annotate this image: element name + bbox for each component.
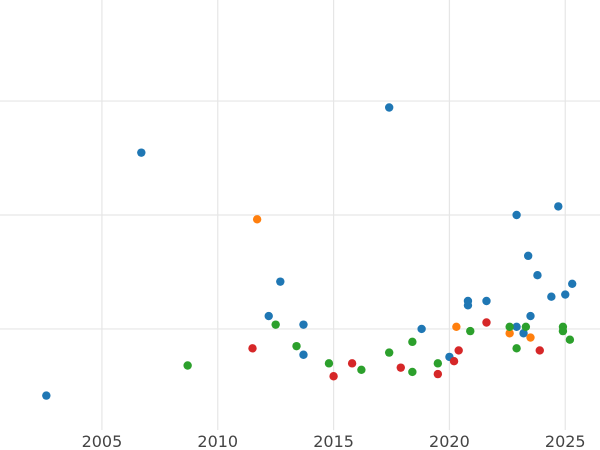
- x-tick-label-2015: 2015: [313, 432, 354, 450]
- grid-layer: [0, 0, 600, 430]
- data-point-green-3: [324, 359, 334, 368]
- data-point-blue-20: [561, 290, 570, 299]
- data-point-red-4: [433, 369, 443, 379]
- data-point-green-12: [521, 322, 531, 331]
- data-point-blue-2: [264, 311, 273, 321]
- data-point-green-11: [512, 344, 521, 353]
- data-point-green-0: [183, 361, 192, 370]
- data-point-blue-21: [568, 279, 577, 288]
- data-point-green-1: [271, 320, 280, 329]
- data-point-red-5: [449, 357, 459, 366]
- data-point-green-6: [408, 367, 417, 377]
- data-point-green-15: [565, 335, 575, 344]
- data-point-blue-7: [417, 324, 426, 334]
- data-point-red-6: [454, 346, 463, 355]
- data-point-green-4: [357, 365, 366, 374]
- data-point-blue-14: [533, 271, 542, 280]
- data-point-orange-1: [452, 322, 461, 331]
- data-point-blue-12: [512, 210, 521, 220]
- data-point-blue-3: [276, 277, 285, 286]
- data-point-blue-1: [137, 148, 146, 157]
- data-point-blue-11: [482, 296, 491, 306]
- data-point-blue-5: [299, 350, 308, 359]
- data-point-red-3: [396, 363, 405, 372]
- x-tick-label-2025: 2025: [545, 432, 586, 450]
- data-point-green-7: [408, 337, 417, 347]
- data-point-red-8: [535, 346, 544, 355]
- points-layer: [42, 103, 577, 400]
- data-point-green-8: [433, 359, 443, 368]
- x-tick-labels: 2005 2010 2015 2020 2025: [82, 432, 586, 450]
- data-point-green-5: [384, 348, 394, 357]
- data-point-blue-6: [384, 103, 394, 112]
- data-point-blue-16: [519, 329, 528, 338]
- data-point-blue-19: [554, 202, 563, 211]
- data-point-blue-17: [526, 311, 535, 321]
- data-point-green-14: [558, 326, 568, 336]
- data-point-red-2: [347, 359, 357, 368]
- data-point-blue-18: [547, 292, 556, 301]
- data-point-red-0: [248, 344, 257, 353]
- data-point-red-1: [329, 372, 338, 381]
- data-point-red-7: [482, 318, 491, 327]
- data-point-blue-10: [463, 296, 473, 306]
- data-point-blue-15: [512, 322, 521, 331]
- data-point-green-2: [292, 341, 301, 351]
- data-point-blue-0: [42, 391, 51, 400]
- data-point-blue-4: [299, 320, 308, 329]
- data-point-blue-13: [523, 251, 533, 261]
- data-point-orange-2: [505, 329, 514, 338]
- data-point-green-9: [466, 326, 475, 336]
- data-point-orange-3: [526, 333, 535, 342]
- data-point-green-10: [505, 322, 514, 331]
- data-point-orange-0: [252, 215, 262, 224]
- x-tick-label-2010: 2010: [197, 432, 238, 450]
- x-tick-label-2005: 2005: [82, 432, 123, 450]
- x-tick-label-2020: 2020: [429, 432, 470, 450]
